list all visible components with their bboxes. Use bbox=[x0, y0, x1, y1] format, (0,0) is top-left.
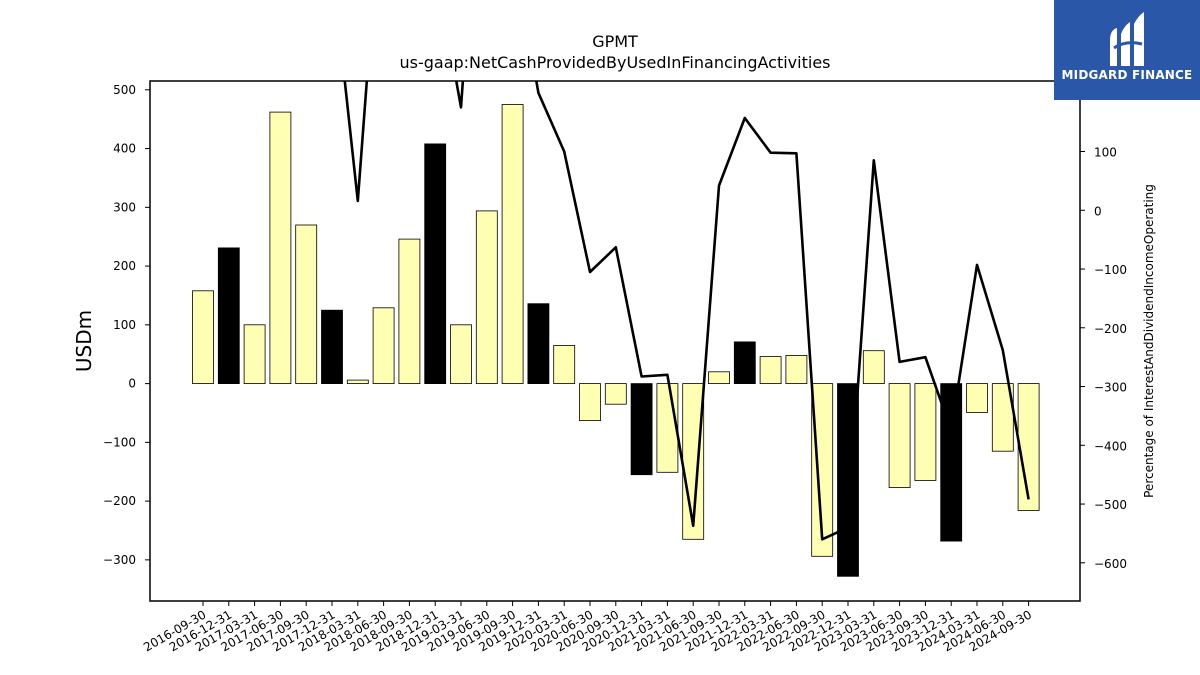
bar-2023-09-30 bbox=[914, 383, 937, 481]
y2-tick-label: −200 bbox=[1094, 322, 1127, 336]
bar-2017-06-30 bbox=[269, 111, 292, 384]
bar-2020-12-31 bbox=[630, 383, 653, 476]
bar-2019-09-30 bbox=[501, 104, 524, 385]
y2-tick-label: −500 bbox=[1094, 498, 1127, 512]
bar-2021-03-31 bbox=[656, 383, 679, 473]
bar-2016-09-30 bbox=[192, 290, 214, 384]
bar-2018-06-30 bbox=[372, 307, 395, 384]
y2-tick-label: 100 bbox=[1094, 146, 1117, 160]
bar-2018-09-30 bbox=[398, 238, 421, 385]
y-tick-label: −200 bbox=[103, 494, 136, 508]
bar-2024-03-31 bbox=[966, 383, 988, 413]
y-axis-label: USDm bbox=[72, 310, 96, 372]
bar-series bbox=[192, 104, 1040, 577]
y-tick-label: 100 bbox=[113, 318, 136, 332]
bar-2020-09-30 bbox=[604, 383, 627, 405]
y-axis-left: −300 −200 −100 0 100 200 300 400 500 bbox=[103, 83, 150, 567]
y-axis-right: −600 −500 −400 −300 −200 −100 0 100 bbox=[1080, 146, 1127, 571]
chart-title: GPMT bbox=[592, 32, 638, 51]
bar-2023-12-31 bbox=[940, 383, 963, 542]
y2-tick-label: 0 bbox=[1094, 204, 1102, 218]
bar-2016-12-31 bbox=[217, 247, 240, 384]
bar-2022-12-31 bbox=[837, 383, 859, 577]
y2-axis-label: Percentage of InterestAndDividendIncomeO… bbox=[1142, 184, 1156, 498]
bar-2021-12-31 bbox=[733, 341, 756, 384]
bar-2023-03-31 bbox=[862, 350, 885, 385]
bar-2019-03-31 bbox=[450, 324, 472, 384]
chart-subtitle: us-gaap:NetCashProvidedByUsedInFinancing… bbox=[399, 53, 830, 72]
bar-2022-06-30 bbox=[785, 354, 808, 384]
bar-2024-09-30 bbox=[1017, 383, 1040, 511]
y-tick-label: −300 bbox=[103, 553, 136, 567]
logo-mark-icon bbox=[1110, 12, 1144, 66]
logo-text: MIDGARD FINANCE bbox=[1061, 68, 1193, 82]
y2-tick-label: −100 bbox=[1094, 263, 1127, 277]
bar-2017-03-31 bbox=[243, 324, 266, 384]
bar-2018-03-31 bbox=[346, 379, 369, 385]
midgard-finance-logo: MIDGARD FINANCE bbox=[1054, 0, 1200, 100]
bar-2023-06-30 bbox=[888, 383, 911, 489]
y-tick-label: 500 bbox=[113, 83, 136, 97]
bar-2018-12-31 bbox=[424, 143, 447, 384]
bar-2020-03-31 bbox=[553, 344, 576, 384]
bar-2021-09-30 bbox=[708, 371, 730, 384]
bar-2017-09-30 bbox=[295, 224, 318, 385]
line-series bbox=[343, 81, 1030, 541]
y-tick-label: 0 bbox=[128, 377, 136, 391]
line-path bbox=[343, 81, 1030, 541]
plot-frame bbox=[149, 80, 1081, 602]
x-axis: 2016-09-302016-12-312017-03-312017-06-30… bbox=[141, 601, 1034, 654]
bar-2017-12-31 bbox=[321, 309, 343, 385]
y-tick-label: −100 bbox=[103, 435, 136, 449]
y2-tick-label: −400 bbox=[1094, 439, 1127, 453]
bar-2022-03-31 bbox=[759, 356, 782, 385]
y-tick-label: 400 bbox=[113, 142, 136, 156]
y-tick-label: 200 bbox=[113, 259, 136, 273]
y2-tick-label: −300 bbox=[1094, 381, 1127, 395]
y2-tick-label: −600 bbox=[1094, 557, 1127, 571]
bar-2019-06-30 bbox=[475, 210, 498, 384]
bar-2019-12-31 bbox=[527, 303, 550, 385]
y-tick-label: 300 bbox=[113, 200, 136, 214]
bar-2020-06-30 bbox=[579, 383, 601, 422]
bar-2022-09-30 bbox=[811, 383, 834, 557]
